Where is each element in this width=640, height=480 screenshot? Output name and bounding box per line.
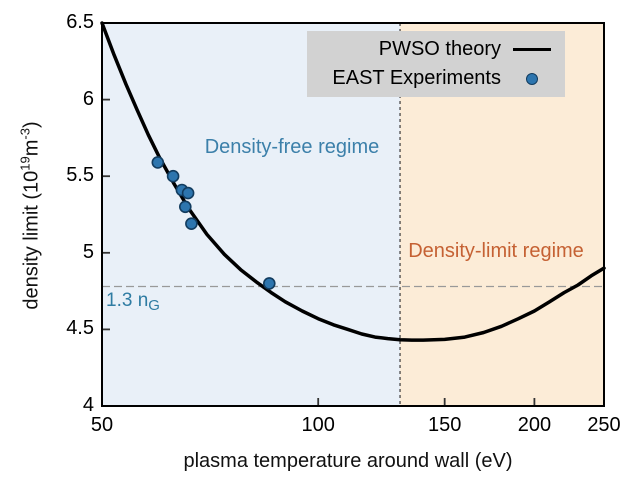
legend-item-east-experiments: EAST Experiments (307, 64, 565, 93)
x-tick-label: 100 (301, 414, 335, 436)
x-tick-label: 150 (427, 414, 462, 436)
x-tick-label: 50 (90, 414, 114, 436)
east-data-point (181, 186, 195, 200)
y-tick-label: 6.5 (66, 11, 94, 33)
east-data-point (262, 277, 276, 290)
y-tick-label: 5.5 (66, 164, 94, 187)
legend-label-east-experiments: EAST Experiments (332, 67, 501, 89)
east-data-point (185, 217, 198, 230)
y-axis-title-superscript-2: -3 (17, 128, 33, 140)
density-free-regime-label: Density-free regime (204, 136, 380, 158)
y-axis-title-unit: m (20, 139, 43, 157)
y-axis-title-close: ) (20, 121, 43, 129)
legend-item-pwso-theory: PWSO theory (307, 35, 565, 64)
legend-label-pwso-theory: PWSO theory (378, 38, 501, 60)
east-data-point (179, 200, 192, 214)
y-axis-title-superscript: 19 (17, 156, 33, 171)
dot-sample-icon (513, 72, 551, 85)
y-tick-label: 4.5 (66, 317, 94, 340)
plot-border (101, 22, 605, 407)
greenwald-fraction-text: 1.3 n (106, 290, 149, 311)
x-axis-title: plasma temperature around wall (eV) (183, 450, 513, 472)
y-tick-label: 6 (82, 87, 94, 110)
x-tick-label: 200 (517, 414, 552, 436)
east-data-point (151, 156, 165, 169)
x-tick-label: 250 (587, 414, 621, 436)
density-limit-regime-label: Density-limit regime (408, 240, 584, 262)
greenwald-fraction-subscript: G (148, 297, 160, 314)
y-tick-label: 5 (82, 240, 94, 263)
east-data-point (166, 169, 180, 183)
y-tick-label: 4 (82, 394, 94, 416)
legend: PWSO theory EAST Experiments (307, 31, 565, 97)
line-sample-icon (513, 48, 551, 51)
greenwald-fraction-label: 1.3 nG (106, 290, 160, 314)
